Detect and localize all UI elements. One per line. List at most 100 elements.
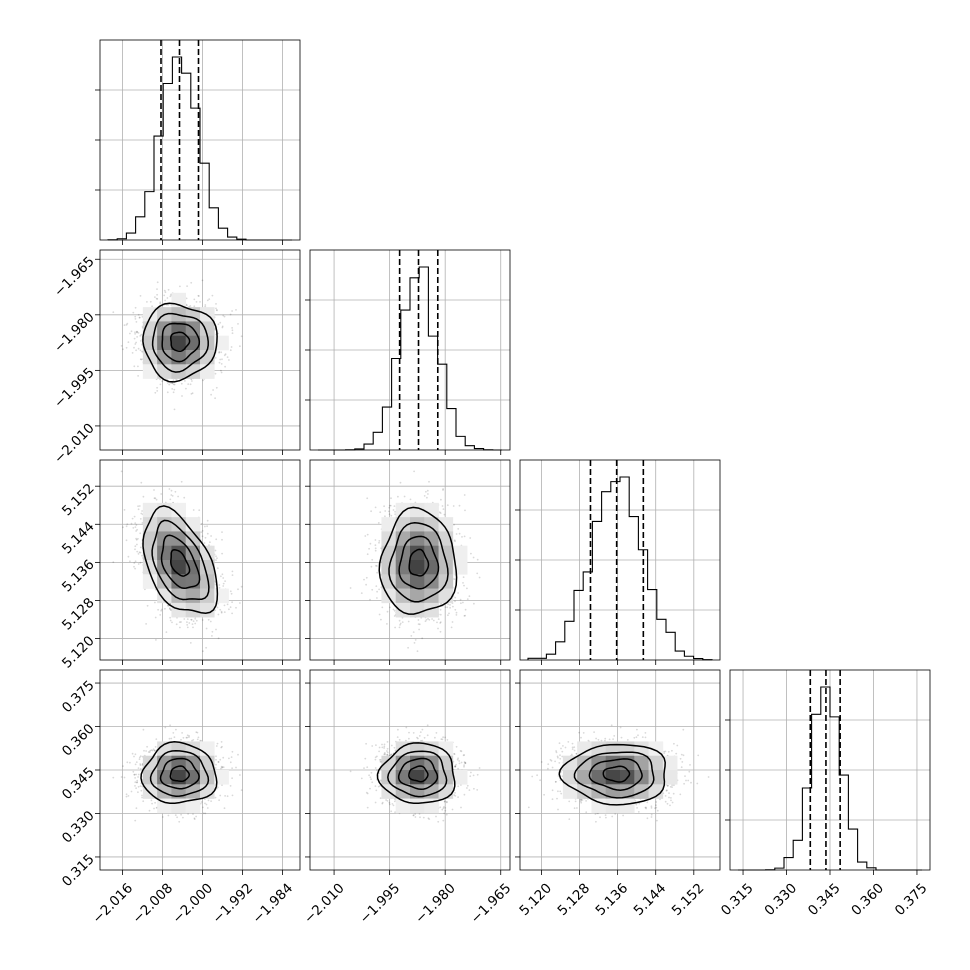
scatter-point (140, 358, 143, 361)
density-cell (200, 574, 215, 589)
scatter-point (198, 509, 201, 512)
scatter-point (189, 642, 192, 644)
scatter-point (126, 523, 129, 526)
scatter-point (156, 390, 159, 392)
scatter-point (195, 619, 198, 622)
scatter-point (190, 618, 193, 621)
scatter-point (139, 518, 142, 520)
y-tick-label: −1.965 (51, 254, 98, 301)
density-panel-0-2 (99, 459, 301, 661)
scatter-point (160, 609, 163, 612)
scatter-point (136, 550, 139, 553)
scatter-point (189, 305, 192, 307)
scatter-point (141, 522, 144, 524)
density-cell (157, 588, 172, 604)
scatter-point (141, 316, 144, 318)
scatter-point (221, 573, 224, 576)
scatter-point (155, 297, 158, 300)
scatter-point (183, 496, 186, 499)
scatter-point (185, 297, 188, 300)
density-panel-0-1 (99, 249, 301, 451)
scatter-point (135, 330, 138, 333)
scatter-point (170, 494, 173, 496)
scatter-point (428, 618, 431, 621)
contour-line (161, 322, 201, 363)
scatter-point (210, 393, 213, 396)
scatter-point (217, 602, 219, 605)
scatter-point (171, 382, 174, 384)
scatter-point (122, 526, 124, 529)
scatter-point (214, 372, 217, 375)
scatter-point (123, 324, 126, 327)
scatter-point (194, 617, 197, 620)
density-cell (157, 502, 172, 518)
scatter-point (149, 300, 152, 303)
scatter-point (134, 315, 137, 318)
scatter-point (220, 611, 223, 614)
scatter-point (154, 497, 157, 500)
scatter-point (151, 305, 154, 308)
scatter-point (180, 382, 183, 385)
panel-frame (99, 459, 301, 661)
scatter-point (166, 297, 169, 299)
scatter-point (216, 606, 219, 609)
scatter-point (206, 532, 209, 535)
scatter-point (134, 560, 137, 563)
scatter-point (137, 537, 139, 540)
scatter-point (166, 604, 169, 607)
scatter-point (223, 611, 226, 613)
scatter-point (224, 580, 227, 582)
scatter-point (221, 326, 224, 329)
density-cell (214, 335, 229, 351)
scatter-point (133, 562, 136, 564)
panel-frame (99, 249, 301, 451)
scatter-point (134, 545, 137, 548)
scatter-point (134, 343, 137, 345)
scatter-point (229, 313, 232, 316)
scatter-point (178, 621, 181, 623)
histogram-series (107, 56, 292, 241)
scatter-point (229, 606, 232, 609)
scatter-point (226, 603, 229, 606)
scatter-point (208, 544, 210, 547)
scatter-point (193, 305, 196, 308)
contour-line (142, 505, 219, 614)
scatter-point (163, 289, 166, 292)
scatter-point (159, 301, 162, 304)
scatter-point (169, 295, 172, 298)
scatter-point (135, 321, 138, 323)
scatter-point (205, 627, 208, 630)
scatter-point (209, 620, 212, 623)
density-cell (185, 588, 201, 604)
density-cell (142, 307, 158, 322)
density-cell (157, 560, 172, 575)
scatter-point (137, 332, 140, 334)
scatter-point (160, 608, 163, 611)
scatter-point (208, 298, 211, 300)
scatter-point (168, 383, 171, 386)
scatter-point (155, 498, 158, 501)
scatter-point (204, 305, 207, 308)
scatter-point (173, 388, 176, 391)
scatter-point (153, 489, 155, 491)
scatter-point (120, 470, 123, 473)
contour-line (151, 312, 209, 373)
density-cell (200, 545, 215, 561)
density-cell (200, 364, 215, 379)
scatter-point (201, 530, 204, 532)
scatter-point (185, 387, 187, 390)
scatter-point (194, 622, 197, 625)
scatter-point (180, 480, 183, 483)
scatter-point (219, 358, 222, 361)
scatter-point (141, 510, 144, 512)
scatter-point (154, 296, 156, 298)
density-cell (171, 602, 187, 618)
scatter-point (139, 295, 142, 297)
scatter-point (224, 365, 227, 368)
scatter-point (174, 490, 177, 493)
scatter-point (214, 397, 217, 400)
scatter-point (231, 310, 234, 312)
scatter-point (125, 346, 128, 349)
scatter-point (220, 610, 223, 613)
